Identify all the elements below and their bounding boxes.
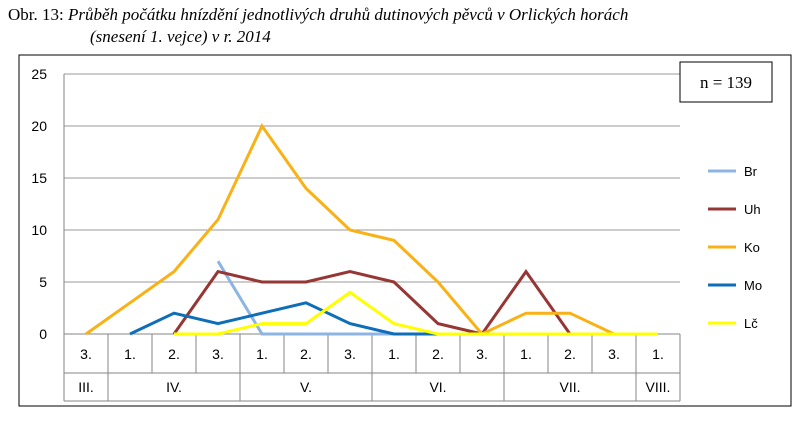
x-tick-label: 2. <box>564 346 576 362</box>
series-line-Lč <box>174 290 658 336</box>
series-line-Uh <box>172 268 572 336</box>
y-tick-label: 15 <box>31 170 47 186</box>
y-tick-label: 20 <box>31 118 47 134</box>
legend-label: Br <box>744 164 758 179</box>
figure-caption: Obr. 13: Průběh počátku hnízdění jednotl… <box>8 4 792 48</box>
y-tick-label: 5 <box>39 274 47 290</box>
month-label: VIII. <box>646 379 671 395</box>
x-tick-label: 3. <box>344 346 356 362</box>
legend-label: Uh <box>744 202 761 217</box>
figure-subtitle: (snesení 1. vejce) v r. 2014 <box>90 27 271 46</box>
series-line-Mo <box>129 301 438 336</box>
x-tick-label: 3. <box>476 346 488 362</box>
legend-label: Lč <box>744 316 758 331</box>
y-tick-label: 10 <box>31 222 47 238</box>
x-tick-label: 1. <box>256 346 268 362</box>
x-tick-label: 1. <box>388 346 400 362</box>
x-tick-label: 2. <box>432 346 444 362</box>
sample-size-label: n = 139 <box>700 73 752 92</box>
x-tick-label: 2. <box>300 346 312 362</box>
month-label: IV. <box>166 379 182 395</box>
y-tick-label: 25 <box>31 66 47 82</box>
y-tick-label: 0 <box>39 326 47 342</box>
x-tick-label: 1. <box>652 346 664 362</box>
month-label: III. <box>78 379 94 395</box>
month-label: VII. <box>559 379 580 395</box>
x-tick-label: 3. <box>212 346 224 362</box>
legend-label: Ko <box>744 240 760 255</box>
legend-label: Mo <box>744 278 762 293</box>
x-tick-label: 3. <box>608 346 620 362</box>
x-tick-label: 1. <box>124 346 136 362</box>
x-tick-label: 2. <box>168 346 180 362</box>
figure-number: Obr. 13: <box>8 5 64 24</box>
month-label: VI. <box>429 379 446 395</box>
month-label: V. <box>300 379 312 395</box>
series-line-Ko <box>85 123 658 336</box>
sample-size-box <box>679 61 773 103</box>
x-tick-label: 3. <box>80 346 92 362</box>
figure-title: Průběh počátku hnízdění jednotlivých dru… <box>67 5 629 24</box>
x-tick-label: 1. <box>520 346 532 362</box>
